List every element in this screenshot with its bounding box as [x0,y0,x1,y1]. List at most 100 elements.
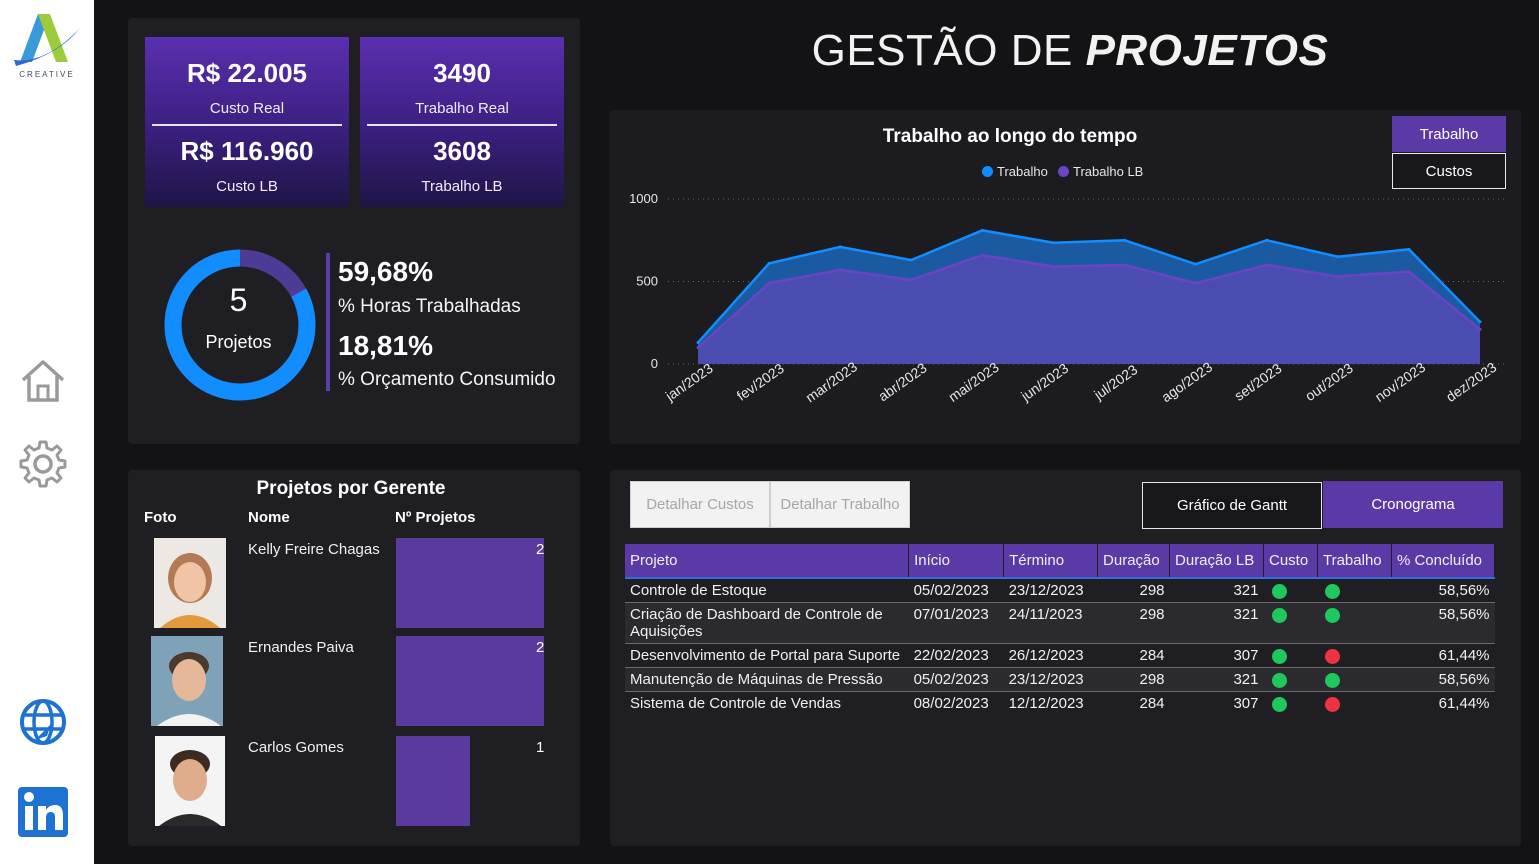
work-status-icon [1325,607,1341,623]
cell-duration: 298 [1097,667,1170,692]
cell-duration-lb: 321 [1169,667,1264,692]
cost-status-icon [1271,583,1287,599]
line-trabalho [697,229,1481,344]
legend-dot-trabalho [982,166,993,177]
cell-cost-status [1264,692,1318,716]
table-row[interactable]: Controle de Estoque 05/02/2023 23/12/202… [625,578,1495,603]
legend-dot-trabalho-lb [1058,166,1069,177]
x-tick-label: abr/2023 [875,359,930,404]
manager-count-value: 1 [536,739,545,756]
home-icon[interactable] [17,354,69,406]
data-point [767,261,771,265]
cell-work-status [1317,578,1392,603]
col-inicio[interactable]: Início [908,544,1005,579]
data-point [838,268,842,272]
cell-duration-lb: 307 [1169,643,1264,668]
cell-start: 08/02/2023 [913,695,989,712]
cost-status-icon [1271,607,1287,623]
cell-duration: 298 [1097,602,1170,644]
work-status-icon [1325,583,1341,599]
x-tick-label: mai/2023 [945,359,1002,405]
col-concluido[interactable]: % Concluído [1391,544,1496,579]
cell-duration-lb: 321 [1169,602,1264,644]
page-title: GESTÃO DE PROJETOS [811,26,1329,75]
cell-project: Controle de Estoque [625,578,909,603]
data-point [767,281,771,285]
col-duracao[interactable]: Duração [1097,544,1171,579]
data-point [909,278,913,282]
cell-pct: 58,56% [1391,667,1495,692]
cell-duration: 284 [1139,695,1165,712]
work-card: 3490 Trabalho Real 3608 Trabalho LB [360,37,564,207]
cell-work-status [1317,643,1392,668]
logo-mark [14,14,80,66]
cell-end: 23/12/2023 [1003,667,1098,692]
cost-card: R$ 22.005 Custo Real R$ 116.960 Custo LB [145,37,349,207]
manager-name: Kelly Freire Chagas [248,541,380,558]
detail-work-button[interactable]: Detalhar Trabalho [770,481,910,528]
cell-end: 12/12/2023 [1008,695,1084,712]
gear-icon[interactable] [17,438,69,490]
legend-trabalho-lb[interactable]: Trabalho LB [1058,164,1143,179]
col-termino[interactable]: Término [1003,544,1099,579]
x-tick-label: fev/2023 [734,360,787,404]
detail-costs-button[interactable]: Detalhar Custos [630,481,770,528]
area-chart: 0 500 1000 jan/2023 fev/2023 mar/2023 abr/2023… [629,191,1508,405]
cell-start: 05/02/2023 [908,578,1004,603]
schedule-button[interactable]: Cronograma [1323,481,1503,528]
cost-status-icon [1271,672,1287,688]
cell-start: 07/01/2023 [908,602,1004,644]
manager-count-bar [396,636,544,726]
data-point [1123,238,1127,242]
table-header-row: Projeto Início Término Duração Duração L… [625,544,1496,579]
projects-label: Projetos [205,332,272,352]
cell-project: Manutenção de Máquinas de Pressão [625,667,909,692]
col-duracao-lb[interactable]: Duração LB [1169,544,1264,579]
table-row[interactable]: Manutenção de Máquinas de Pressão 05/02/… [625,667,1495,692]
y-tick-label: 0 [651,356,658,371]
data-point [1336,255,1340,259]
cell-end: 26/12/2023 [1003,643,1098,668]
data-point [1051,241,1055,245]
gantt-button[interactable]: Gráfico de Gantt [1142,482,1322,529]
col-projeto[interactable]: Projeto [625,544,910,579]
col-trabalho[interactable]: Trabalho [1317,544,1392,579]
avatar [154,538,226,628]
cell-end: 23/12/2023 [1003,578,1098,603]
cell-duration: 284 [1097,643,1170,668]
projects-count: 5 [229,282,248,318]
data-point [838,245,842,249]
cell-start: 05/02/2023 [908,667,1004,692]
globe-icon[interactable] [17,696,69,748]
data-point [1194,281,1198,285]
toggle-trabalho-button[interactable]: Trabalho [1392,116,1506,152]
manager-name: Ernandes Paiva [248,639,354,656]
linkedin-icon[interactable] [17,786,69,838]
legend-trabalho[interactable]: Trabalho [982,164,1048,179]
table-row[interactable]: Sistema de Controle de Vendas 08/02/2023… [625,692,1495,716]
cell-pct: 61,44% [1438,695,1490,712]
area-trabalho-lb [698,255,1480,364]
manager-count-value: 2 [536,541,545,558]
donut-progress-arc [164,249,316,401]
cost-lb-label: Custo LB [216,178,278,195]
x-tick-label: jun/2023 [1017,360,1071,405]
data-point [1123,263,1127,267]
work-real-value: 3490 [433,58,491,88]
table-row[interactable]: Criação de Dashboard de Controle de Aqui… [625,602,1495,644]
header-count: Nº Projetos [395,509,476,526]
toggle-custos-button[interactable]: Custos [1392,153,1506,189]
brand-logo[interactable]: CREATIVE [10,10,84,86]
col-custo[interactable]: Custo [1263,544,1318,579]
data-point [1194,262,1198,266]
data-point [696,346,700,349]
manager-count-bar [396,538,544,628]
budget-pct-label: % Orçamento Consumido [338,369,556,390]
y-tick-label: 500 [636,274,658,289]
x-tick-label: out/2023 [1302,360,1356,404]
table-row[interactable]: Desenvolvimento de Portal para Suporte 2… [625,643,1495,668]
projects-donut [164,249,316,401]
data-point [980,253,984,257]
avatar [151,636,223,726]
work-status-icon [1325,672,1341,688]
